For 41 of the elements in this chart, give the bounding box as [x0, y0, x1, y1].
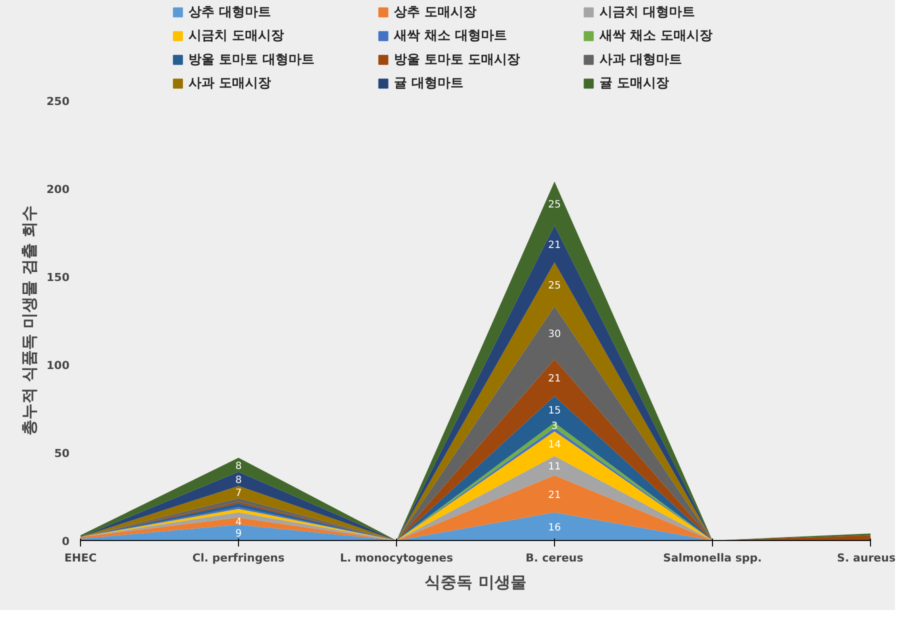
legend-label: 귤 도매시장 [599, 76, 669, 92]
legend-label: 상추 대형마트 [188, 4, 271, 20]
data-label: 11 [548, 462, 561, 473]
data-label: 14 [548, 440, 561, 451]
legend-label: 새싹 채소 도매시장 [598, 28, 712, 44]
y-tick-label: 150 [46, 271, 70, 284]
data-label: 30 [548, 328, 561, 340]
data-label: 16 [548, 522, 561, 534]
legend-label: 시금치 대형마트 [599, 4, 695, 20]
x-tick-label: EHEC [64, 552, 97, 564]
x-tick-label: L. monocytogenes [340, 552, 454, 564]
data-label: 4 [235, 517, 242, 528]
data-label: 25 [548, 199, 561, 210]
legend-label: 시금치 도매시장 [188, 28, 284, 44]
x-axis-title: 식중독 미생물 [424, 572, 526, 592]
legend-label: 귤 대형마트 [394, 76, 464, 92]
y-tick-label: 50 [54, 447, 70, 460]
legend-label: 사과 도매시장 [188, 76, 271, 92]
x-tick-label: B. cereus [526, 552, 584, 564]
legend-label: 방울 토마토 도매시장 [394, 52, 520, 68]
data-label: 15 [548, 405, 561, 416]
x-tick-label: Cl. perfringens [192, 552, 286, 564]
data-label: 21 [548, 374, 561, 385]
y-tick-label: 200 [46, 183, 70, 196]
legend-label: 새싹 채소 대형마트 [392, 28, 507, 44]
y-tick-label: 0 [62, 535, 70, 548]
y-tick-label: 100 [46, 359, 70, 372]
data-label: 8 [235, 460, 242, 472]
legend-label: 사과 대형마트 [599, 52, 682, 68]
y-axis-title: 총누적 식품독 미생물 검출 회수 [20, 205, 39, 436]
data-label: 8 [235, 474, 242, 486]
y-tick-label: 250 [46, 95, 70, 108]
data-label: 21 [548, 240, 561, 251]
legend-label: 방울 토마토 대형마트 [188, 52, 315, 68]
x-tick-label: S. aureus [837, 552, 896, 564]
x-tick-label: Salmonella spp. [663, 552, 762, 564]
data-label: 7 [235, 488, 242, 500]
legend-label: 상추 도매시장 [394, 4, 476, 20]
data-label: 9 [235, 528, 242, 540]
data-label: 21 [548, 490, 561, 501]
data-label: 25 [548, 280, 561, 292]
